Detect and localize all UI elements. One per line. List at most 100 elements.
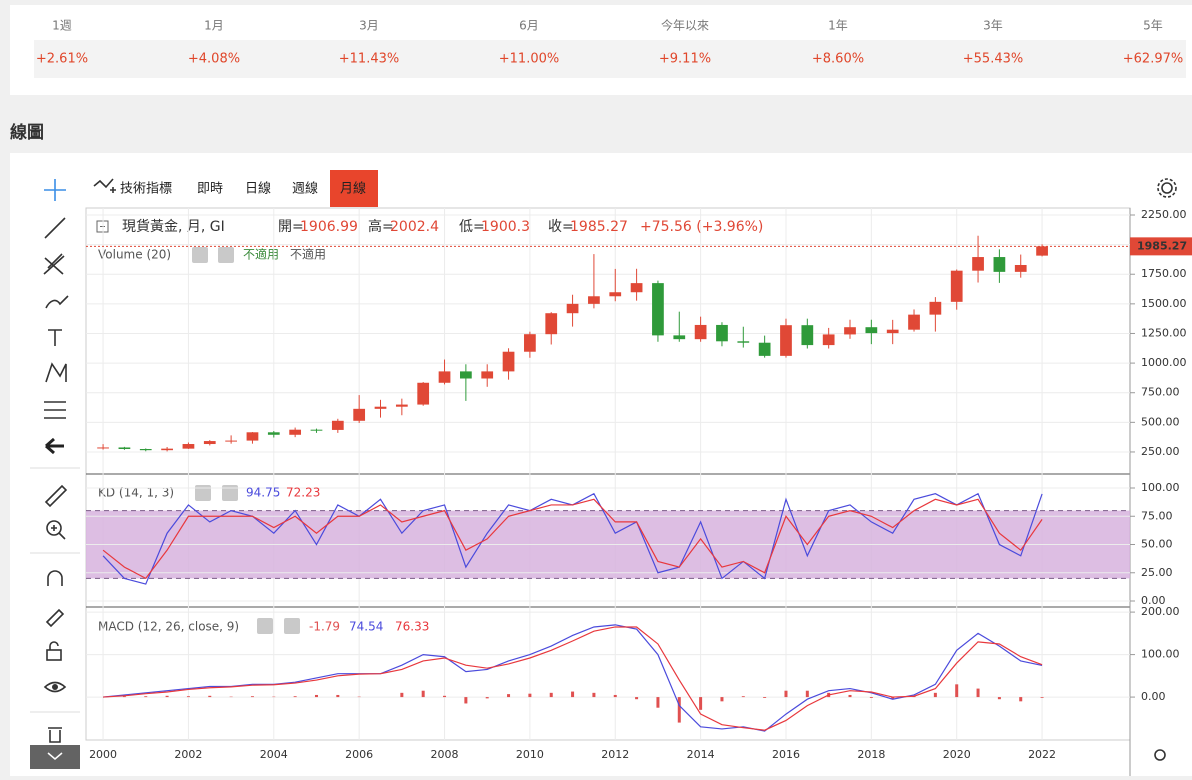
candle-body: [737, 341, 749, 342]
histogram-bar: [720, 697, 723, 701]
period-return: +62.97%: [1123, 52, 1183, 67]
x-tick-label: 2000: [89, 748, 117, 761]
candle-body: [97, 447, 109, 448]
histogram-bar: [1041, 697, 1044, 698]
candle-body: [140, 449, 152, 450]
period-label: 1月: [204, 19, 224, 33]
histogram-bar: [678, 697, 681, 722]
timeframe-tab[interactable]: 即時: [197, 182, 223, 197]
histogram-bar: [784, 691, 787, 697]
histogram-bar: [571, 692, 574, 698]
histogram-bar: [166, 696, 169, 697]
candle-body: [972, 257, 984, 271]
candle-body: [609, 292, 621, 296]
timeframe-tab[interactable]: 技術指標: [120, 182, 172, 197]
section-title: 線圖: [10, 122, 44, 143]
x-tick-label: 2006: [345, 748, 373, 761]
period-return: +55.43%: [963, 52, 1023, 67]
indicator-close[interactable]: [284, 618, 300, 634]
candle-body: [311, 430, 323, 431]
legend-value: 94.75: [246, 486, 280, 500]
y-tick-label: 0.00: [1141, 690, 1166, 703]
candle-body: [268, 432, 280, 434]
indicator-settings[interactable]: [257, 618, 273, 634]
histogram-bar: [187, 696, 190, 697]
period-label: 3月: [359, 19, 379, 33]
y-tick-label: 750.00: [1141, 386, 1180, 399]
candle-body: [225, 441, 237, 442]
indicator-close[interactable]: [218, 247, 234, 263]
ohlc-value: 1900.3: [481, 219, 530, 235]
indicator-settings[interactable]: [192, 247, 208, 263]
candle-body: [503, 352, 515, 372]
y-tick-label: 1750.00: [1141, 267, 1187, 280]
candle-body: [716, 325, 728, 341]
legend-value: 76.33: [395, 620, 429, 634]
period-label: 1週: [52, 19, 72, 33]
y-tick-label: 75.00: [1141, 509, 1173, 522]
candle-body: [375, 407, 387, 409]
x-tick-label: 2008: [431, 748, 459, 761]
period-return: +11.00%: [499, 52, 559, 67]
period-label: 今年以來: [661, 18, 709, 33]
candle-body: [460, 371, 472, 378]
histogram-bar: [656, 697, 659, 708]
period-return: +8.60%: [812, 52, 864, 67]
histogram-bar: [251, 696, 254, 697]
candle-body: [588, 296, 600, 304]
candle-body: [695, 325, 707, 339]
candle-body: [844, 327, 856, 334]
x-tick-label: 2016: [772, 748, 800, 761]
period-label: 1年: [828, 19, 848, 33]
candle-body: [652, 283, 664, 335]
x-tick-label: 2012: [601, 748, 629, 761]
histogram-bar: [336, 695, 339, 697]
legend-value: 74.54: [349, 620, 383, 634]
candle-body: [183, 444, 195, 449]
y-tick-label: 1000.00: [1141, 356, 1187, 369]
timeframe-tab[interactable]: 週線: [292, 181, 318, 197]
period-label: 3年: [983, 19, 1003, 33]
x-tick-label: 2010: [516, 748, 544, 761]
candle-body: [119, 447, 131, 449]
histogram-bar: [208, 696, 211, 697]
candle-body: [204, 441, 216, 444]
period-return: +4.08%: [188, 52, 240, 67]
histogram-bar: [528, 694, 531, 697]
candle-body: [396, 405, 408, 407]
legend-value: 72.23: [286, 486, 320, 500]
histogram-bar: [763, 697, 766, 698]
candle-body: [1036, 246, 1048, 255]
y-tick-label: 1250.00: [1141, 326, 1187, 339]
timeframe-tab[interactable]: 日線: [245, 181, 271, 197]
histogram-bar: [486, 697, 489, 698]
last-price-label: 1985.27: [1137, 239, 1187, 252]
timeframe-tab[interactable]: 月線: [340, 181, 366, 197]
x-tick-label: 2020: [943, 748, 971, 761]
candle-body: [865, 327, 877, 333]
indicator-settings[interactable]: [195, 485, 211, 501]
y-tick-label: 2250.00: [1141, 208, 1187, 221]
chart-title: 現貨黃金, 月, GI: [122, 218, 225, 235]
candle-body: [673, 335, 685, 339]
histogram-bar: [400, 693, 403, 697]
candle-body: [247, 432, 259, 440]
histogram-bar: [464, 697, 467, 703]
period-label: 5年: [1143, 19, 1163, 33]
period-label: 6月: [519, 19, 539, 33]
y-tick-label: 100.00: [1141, 648, 1180, 661]
candle-body: [567, 304, 579, 313]
x-tick-label: 2014: [687, 748, 715, 761]
indicator-close[interactable]: [222, 485, 238, 501]
candle-body: [823, 334, 835, 345]
volume-value: 不適用: [290, 247, 326, 262]
candle-body: [417, 383, 429, 405]
candle-body: [545, 313, 557, 334]
histogram-bar: [315, 695, 318, 697]
candle-body: [631, 283, 643, 292]
y-tick-label: 25.00: [1141, 566, 1173, 579]
candle-body: [801, 325, 813, 345]
histogram-bar: [955, 684, 958, 697]
